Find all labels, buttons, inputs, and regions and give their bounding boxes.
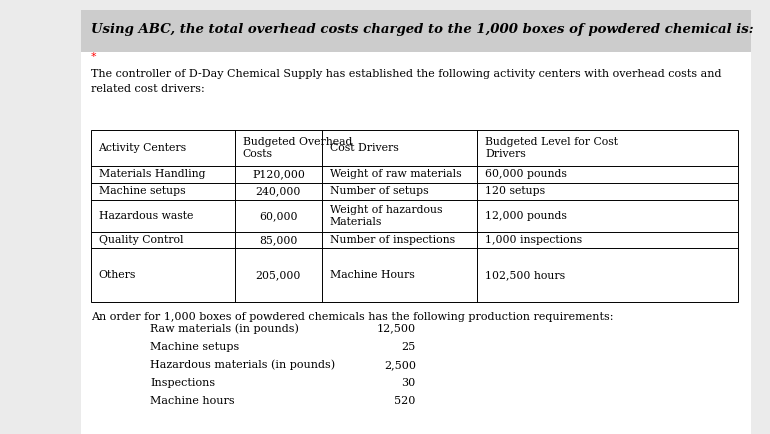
Bar (91, 130, 738, 302)
Text: The controller of D-Day Chemical Supply has established the following activity c: The controller of D-Day Chemical Supply … (91, 69, 721, 94)
FancyBboxPatch shape (81, 10, 751, 52)
Text: P120,000: P120,000 (252, 169, 305, 179)
Text: Machine hours: Machine hours (150, 396, 235, 406)
Text: Weight of raw materials: Weight of raw materials (330, 169, 461, 179)
Text: Machine Hours: Machine Hours (330, 270, 414, 280)
Text: *: * (91, 52, 96, 62)
Text: 205,000: 205,000 (256, 270, 301, 280)
Text: Raw materials (in pounds): Raw materials (in pounds) (150, 323, 299, 334)
Text: 60,000 pounds: 60,000 pounds (485, 169, 567, 179)
Text: Using ABC, the total overhead costs charged to the 1,000 boxes of powdered chemi: Using ABC, the total overhead costs char… (91, 23, 754, 36)
Text: 30: 30 (401, 378, 416, 388)
Text: 60,000: 60,000 (259, 211, 297, 221)
Text: 240,000: 240,000 (256, 186, 301, 196)
Text: Number of setups: Number of setups (330, 186, 428, 196)
Text: 12,000 pounds: 12,000 pounds (485, 211, 567, 221)
Text: Quality Control: Quality Control (99, 235, 183, 245)
Text: Materials Handling: Materials Handling (99, 169, 205, 179)
Text: 25: 25 (401, 342, 416, 352)
Text: Machine setups: Machine setups (99, 186, 185, 196)
Text: Activity Centers: Activity Centers (99, 143, 186, 153)
Text: Weight of hazardous
Materials: Weight of hazardous Materials (330, 205, 442, 227)
Text: Cost Drivers: Cost Drivers (330, 143, 398, 153)
Text: 2,500: 2,500 (383, 360, 416, 370)
FancyBboxPatch shape (81, 52, 751, 434)
Text: 85,000: 85,000 (259, 235, 297, 245)
Text: Others: Others (99, 270, 136, 280)
Text: 120 setups: 120 setups (485, 186, 545, 196)
Text: 520: 520 (394, 396, 416, 406)
Text: 12,500: 12,500 (377, 323, 416, 333)
Text: Inspections: Inspections (150, 378, 216, 388)
Text: Number of inspections: Number of inspections (330, 235, 454, 245)
Text: An order for 1,000 boxes of powdered chemicals has the following production requ: An order for 1,000 boxes of powdered che… (91, 312, 614, 322)
Text: Hazardous waste: Hazardous waste (99, 211, 193, 221)
Text: Machine setups: Machine setups (150, 342, 239, 352)
Text: Budgeted Level for Cost
Drivers: Budgeted Level for Cost Drivers (485, 137, 618, 159)
Text: 102,500 hours: 102,500 hours (485, 270, 565, 280)
Text: 1,000 inspections: 1,000 inspections (485, 235, 582, 245)
Text: Budgeted Overhead
Costs: Budgeted Overhead Costs (243, 137, 352, 159)
Text: Hazardous materials (in pounds): Hazardous materials (in pounds) (150, 360, 335, 370)
